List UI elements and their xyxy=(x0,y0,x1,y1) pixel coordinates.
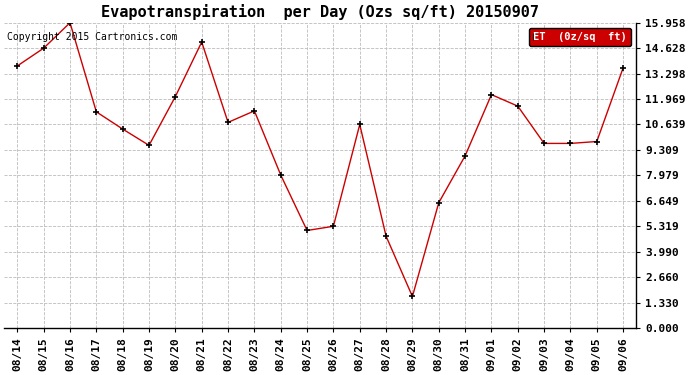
Legend: ET  (0z/sq  ft): ET (0z/sq ft) xyxy=(529,28,631,46)
Title: Evapotranspiration  per Day (Ozs sq/ft) 20150907: Evapotranspiration per Day (Ozs sq/ft) 2… xyxy=(101,4,540,20)
Text: Copyright 2015 Cartronics.com: Copyright 2015 Cartronics.com xyxy=(8,32,178,42)
